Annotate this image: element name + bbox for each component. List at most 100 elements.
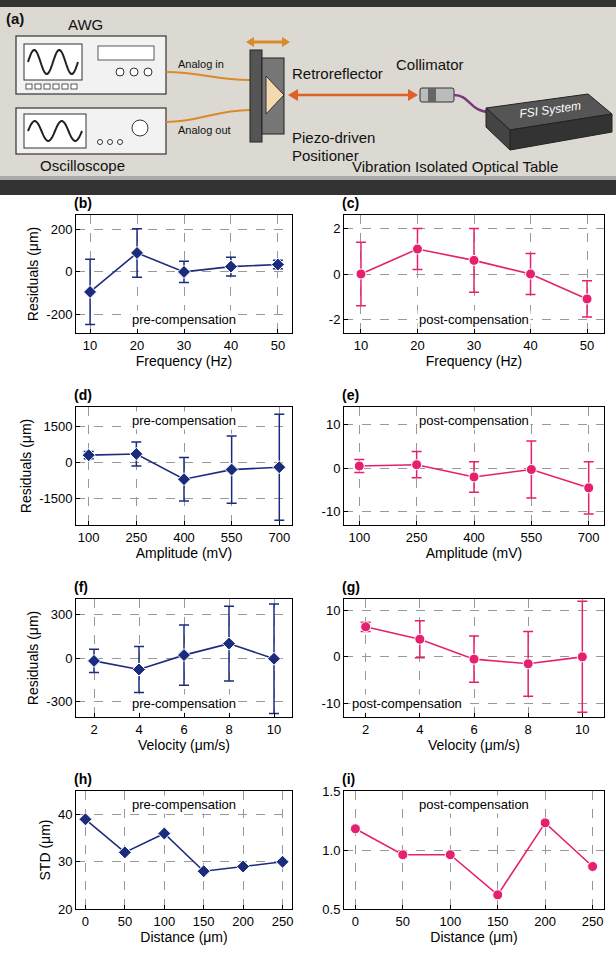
svg-text:6: 6 (470, 722, 477, 737)
svg-text:40: 40 (58, 807, 72, 822)
svg-text:50: 50 (580, 338, 594, 353)
svg-text:400: 400 (463, 530, 485, 545)
svg-text:300: 300 (51, 607, 73, 622)
svg-text:250: 250 (272, 914, 294, 929)
svg-text:30: 30 (467, 338, 481, 353)
svg-text:STD (μm): STD (μm) (37, 820, 53, 881)
svg-text:20: 20 (130, 338, 144, 353)
svg-text:Velocity (μm/s): Velocity (μm/s) (138, 737, 230, 753)
svg-text:Frequency (Hz): Frequency (Hz) (136, 353, 232, 369)
svg-text:50: 50 (271, 338, 285, 353)
svg-text:Vibration Isolated Optical Tab: Vibration Isolated Optical Table (352, 158, 558, 175)
svg-text:250: 250 (582, 914, 604, 929)
svg-text:-10: -10 (322, 696, 341, 711)
svg-text:200: 200 (534, 914, 556, 929)
svg-text:30: 30 (58, 854, 72, 869)
svg-text:50: 50 (396, 914, 410, 929)
svg-text:(h): (h) (74, 771, 92, 787)
svg-text:Distance (μm): Distance (μm) (430, 929, 517, 945)
svg-text:post-compensation: post-compensation (419, 312, 529, 327)
svg-text:200: 200 (232, 914, 254, 929)
svg-text:0: 0 (333, 267, 340, 282)
svg-text:20: 20 (58, 902, 72, 917)
svg-text:post-compensation: post-compensation (419, 413, 529, 428)
svg-text:2: 2 (362, 722, 369, 737)
svg-text:10: 10 (354, 338, 368, 353)
svg-text:(e): (e) (342, 387, 359, 403)
svg-text:(g): (g) (342, 579, 360, 595)
svg-text:550: 550 (221, 530, 243, 545)
svg-text:700: 700 (268, 530, 290, 545)
svg-text:2: 2 (90, 722, 97, 737)
svg-text:-2: -2 (329, 312, 341, 327)
svg-text:400: 400 (173, 530, 195, 545)
svg-text:4: 4 (416, 722, 423, 737)
svg-text:550: 550 (520, 530, 542, 545)
svg-text:(d): (d) (74, 387, 92, 403)
svg-text:Analog in: Analog in (178, 58, 224, 70)
svg-text:100: 100 (153, 914, 175, 929)
svg-text:0: 0 (65, 651, 72, 666)
svg-text:Oscilloscope: Oscilloscope (40, 157, 125, 174)
svg-text:FSI System: FSI System (518, 98, 581, 120)
svg-text:2: 2 (333, 221, 340, 236)
svg-text:(i): (i) (342, 771, 355, 787)
svg-text:150: 150 (193, 914, 215, 929)
svg-text:Collimator: Collimator (396, 56, 464, 73)
svg-text:0: 0 (65, 264, 72, 279)
svg-text:pre-compensation: pre-compensation (132, 312, 236, 327)
svg-text:30: 30 (177, 338, 191, 353)
svg-text:1.0: 1.0 (322, 843, 340, 858)
svg-text:100: 100 (78, 530, 100, 545)
svg-text:150: 150 (487, 914, 509, 929)
svg-text:(a): (a) (6, 10, 24, 27)
svg-text:Retroreflector: Retroreflector (292, 65, 383, 82)
svg-text:(c): (c) (342, 195, 359, 211)
svg-text:6: 6 (180, 722, 187, 737)
svg-text:-200: -200 (46, 307, 72, 322)
svg-text:Amplitude (mV): Amplitude (mV) (136, 545, 232, 561)
svg-text:Piezo-driven: Piezo-driven (292, 129, 375, 146)
svg-text:4: 4 (135, 722, 142, 737)
svg-text:1500: 1500 (43, 419, 72, 434)
svg-text:8: 8 (225, 722, 232, 737)
svg-text:pre-compensation: pre-compensation (132, 797, 236, 812)
svg-text:(f): (f) (74, 579, 88, 595)
svg-text:40: 40 (224, 338, 238, 353)
svg-text:100: 100 (348, 530, 370, 545)
svg-text:250: 250 (406, 530, 428, 545)
svg-text:10: 10 (326, 603, 340, 618)
svg-text:Velocity (μm/s): Velocity (μm/s) (428, 737, 520, 753)
svg-text:post-compensation: post-compensation (419, 797, 529, 812)
svg-text:Distance (μm): Distance (μm) (140, 929, 227, 945)
svg-text:(b): (b) (74, 195, 92, 211)
svg-text:0.5: 0.5 (322, 902, 340, 917)
svg-text:Positioner: Positioner (292, 147, 359, 164)
svg-text:AWG: AWG (68, 16, 103, 33)
svg-text:10: 10 (83, 338, 97, 353)
svg-text:0: 0 (333, 461, 340, 476)
svg-text:1.5: 1.5 (322, 784, 340, 799)
svg-text:Analog out: Analog out (178, 124, 231, 136)
svg-text:-10: -10 (322, 504, 341, 519)
svg-text:pre-compensation: pre-compensation (132, 696, 236, 711)
svg-text:200: 200 (51, 222, 73, 237)
svg-text:700: 700 (578, 530, 600, 545)
svg-text:250: 250 (125, 530, 147, 545)
svg-text:Amplitude (mV): Amplitude (mV) (426, 545, 522, 561)
svg-text:8: 8 (525, 722, 532, 737)
svg-text:Residuals (μm): Residuals (μm) (25, 611, 41, 705)
svg-text:post-compensation: post-compensation (352, 696, 462, 711)
svg-text:40: 40 (523, 338, 537, 353)
svg-text:0: 0 (333, 649, 340, 664)
svg-text:10: 10 (326, 417, 340, 432)
svg-text:10: 10 (267, 722, 281, 737)
svg-text:Frequency (Hz): Frequency (Hz) (426, 353, 522, 369)
svg-text:Residuals (μm): Residuals (μm) (18, 419, 34, 513)
svg-text:10: 10 (575, 722, 589, 737)
svg-text:100: 100 (439, 914, 461, 929)
svg-text:0: 0 (65, 455, 72, 470)
svg-text:20: 20 (410, 338, 424, 353)
svg-text:0: 0 (352, 914, 359, 929)
svg-text:pre-compensation: pre-compensation (132, 413, 236, 428)
